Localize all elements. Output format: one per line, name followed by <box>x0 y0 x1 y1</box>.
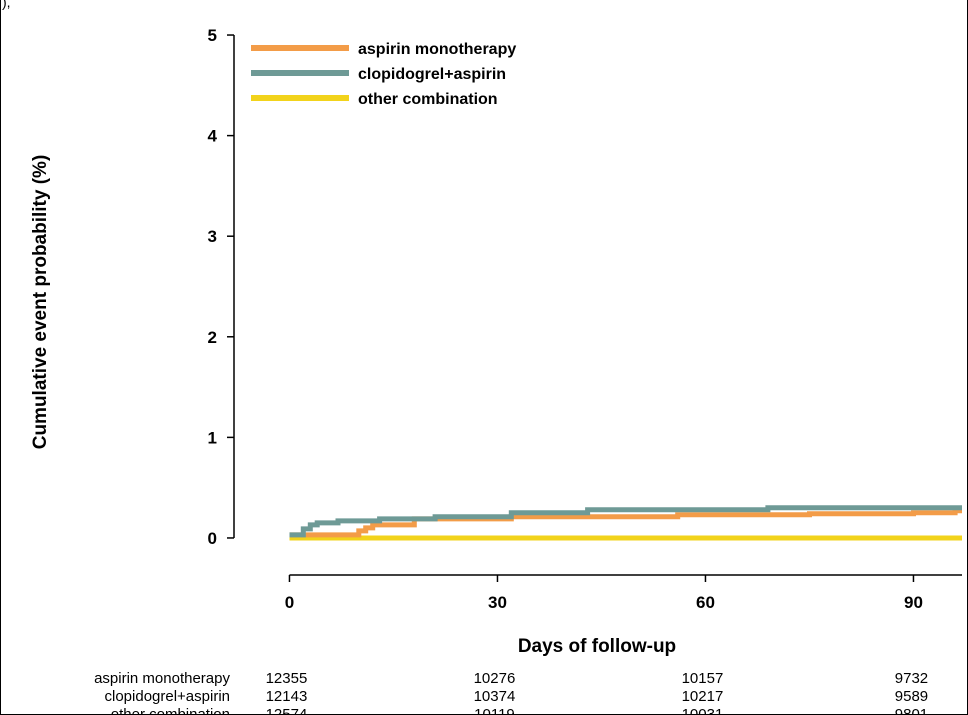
legend-label: aspirin monotherapy <box>358 41 516 58</box>
risk-count: 10276 <box>474 670 516 687</box>
y-tick-label: 1 <box>208 428 217 447</box>
risk-count: 10031 <box>682 706 724 715</box>
risk-table: aspirin monotherapy 12355 10276 10157 9732 cl… <box>94 670 928 715</box>
risk-row-label: clopidogrel+aspirin <box>105 688 231 705</box>
legend-label: clopidogrel+aspirin <box>358 66 506 83</box>
panel-letter: ), <box>2 0 11 10</box>
x-axis-label: Days of follow-up <box>518 636 676 657</box>
risk-count: 12143 <box>266 688 308 705</box>
y-axis-label: Cumulative event probability (%) <box>30 155 51 450</box>
y-tick-label: 2 <box>208 328 217 347</box>
x-tick-label: 0 <box>285 593 294 612</box>
risk-count: 9732 <box>895 670 928 687</box>
y-tick-label: 5 <box>208 26 217 45</box>
series-line-1 <box>289 508 962 538</box>
x-tick-label: 30 <box>488 593 507 612</box>
risk-count: 12574 <box>266 706 308 715</box>
risk-count: 10374 <box>474 688 516 705</box>
y-tick-label: 4 <box>208 127 218 146</box>
risk-count: 9801 <box>895 706 928 715</box>
risk-count: 9589 <box>895 688 928 705</box>
risk-count: 10119 <box>474 706 515 715</box>
legend-label: other combination <box>358 91 498 108</box>
risk-count: 12355 <box>266 670 308 687</box>
x-tick-label: 60 <box>696 593 715 612</box>
series-line-2 <box>289 505 962 538</box>
risk-count: 10157 <box>682 670 724 687</box>
y-tick-label: 0 <box>208 529 217 548</box>
risk-row-label: other combination <box>111 706 230 715</box>
x-tick-label: 90 <box>904 593 923 612</box>
axes: 0 1 2 3 4 5 0 30 60 90 <box>208 26 962 612</box>
legend: aspirin monotherapy clopidogrel+aspirin ot… <box>251 41 516 108</box>
y-tick-label: 3 <box>208 227 217 246</box>
risk-row-label: aspirin monotherapy <box>94 670 230 687</box>
series-group <box>289 505 962 541</box>
risk-count: 10217 <box>682 688 724 705</box>
